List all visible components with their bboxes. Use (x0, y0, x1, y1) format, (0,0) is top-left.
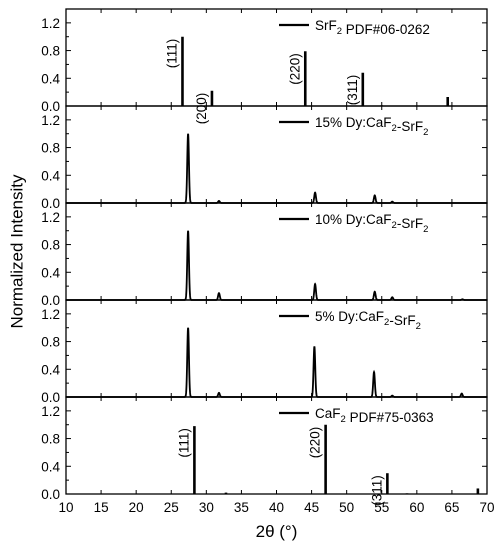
hkl-annotation: (220) (287, 53, 302, 85)
hkl-annotation: (220) (308, 427, 323, 459)
y-tick-label: 1.2 (41, 113, 60, 128)
x-tick-label: 45 (304, 500, 319, 515)
hkl-annotation: (111) (164, 39, 179, 69)
panel-frame (65, 105, 488, 204)
legend-label: 15% Dy:CaF2-SrF2 (315, 115, 428, 138)
legend-label: 10% Dy:CaF2-SrF2 (315, 212, 428, 235)
x-tick-label: 65 (444, 500, 459, 515)
y-tick-label: 0.4 (41, 362, 60, 377)
panel-frame (65, 299, 488, 398)
x-axis-title: 2θ (°) (256, 522, 298, 541)
x-tick-label: 40 (269, 500, 284, 515)
panels-layer: 0.0 0.4 0.8 1.2 SrF2 PDF#06-0262 (111) (200) (2… (41, 8, 488, 506)
y-tick-label: 0.0 (41, 487, 60, 502)
y-tick-label: 0.4 (41, 168, 60, 183)
y-tick-label: 0.0 (41, 390, 60, 405)
hkl-annotation: (200) (194, 93, 209, 125)
y-tick-label: 0.0 (41, 196, 60, 211)
hkl-annotation: (111) (176, 428, 191, 458)
y-tick-label: 1.2 (41, 404, 60, 419)
xrd-profile-line (66, 230, 487, 301)
hkl-annotation: (311) (369, 475, 384, 506)
panel-4: 0.0 0.4 0.8 1.2 5% Dy:CaF2-SrF2 (41, 299, 488, 405)
panel-2: 0.0 0.4 0.8 1.2 15% Dy:CaF2-SrF2 (41, 105, 488, 211)
y-tick-label: 0.4 (41, 265, 60, 280)
y-tick-label: 0.8 (41, 141, 60, 156)
panel-frame (65, 202, 488, 301)
legend-label: 5% Dy:CaF2-SrF2 (315, 309, 421, 332)
x-tick-label: 35 (234, 500, 249, 515)
x-tick-label: 20 (129, 500, 144, 515)
y-tick-label: 0.8 (41, 335, 60, 350)
panel-3: 0.0 0.4 0.8 1.2 10% Dy:CaF2-SrF2 (41, 202, 488, 308)
panel-5: 0.0 0.4 0.8 1.2 CaF2 PDF#75-0363 (111) (220) (3… (41, 396, 488, 506)
y-tick-label: 0.4 (41, 71, 60, 86)
x-tick-label: 50 (339, 500, 354, 515)
y-tick-label: 0.0 (41, 99, 60, 114)
y-tick-label: 1.2 (41, 307, 60, 322)
y-tick-label: 0.8 (41, 432, 60, 447)
y-tick-label: 1.2 (41, 16, 60, 31)
x-tick-label: 55 (374, 500, 389, 515)
y-tick-label: 0.8 (41, 44, 60, 59)
legend-label: SrF2 PDF#06-0262 (315, 18, 430, 37)
y-tick-label: 1.2 (41, 210, 60, 225)
x-axis: 10 15 20 25 30 35 40 45 50 55 60 65 70 (58, 500, 494, 515)
x-tick-label: 60 (409, 500, 424, 515)
x-tick-label: 30 (199, 500, 214, 515)
y-axis-title: Normalized Intensity (7, 174, 26, 329)
xrd-profile-line (66, 327, 487, 398)
legend-label: CaF2 PDF#75-0363 (315, 406, 434, 425)
x-tick-label: 70 (479, 500, 494, 515)
y-tick-label: 0.0 (41, 293, 60, 308)
x-tick-label: 15 (94, 500, 109, 515)
hkl-annotation: (311) (345, 75, 360, 106)
y-tick-label: 0.4 (41, 459, 60, 474)
xrd-profile-line (66, 133, 487, 204)
x-tick-label: 25 (164, 500, 179, 515)
x-tick-label: 10 (58, 500, 73, 515)
panel-1: 0.0 0.4 0.8 1.2 SrF2 PDF#06-0262 (111) (200) (2… (41, 8, 488, 125)
y-tick-label: 0.8 (41, 238, 60, 253)
